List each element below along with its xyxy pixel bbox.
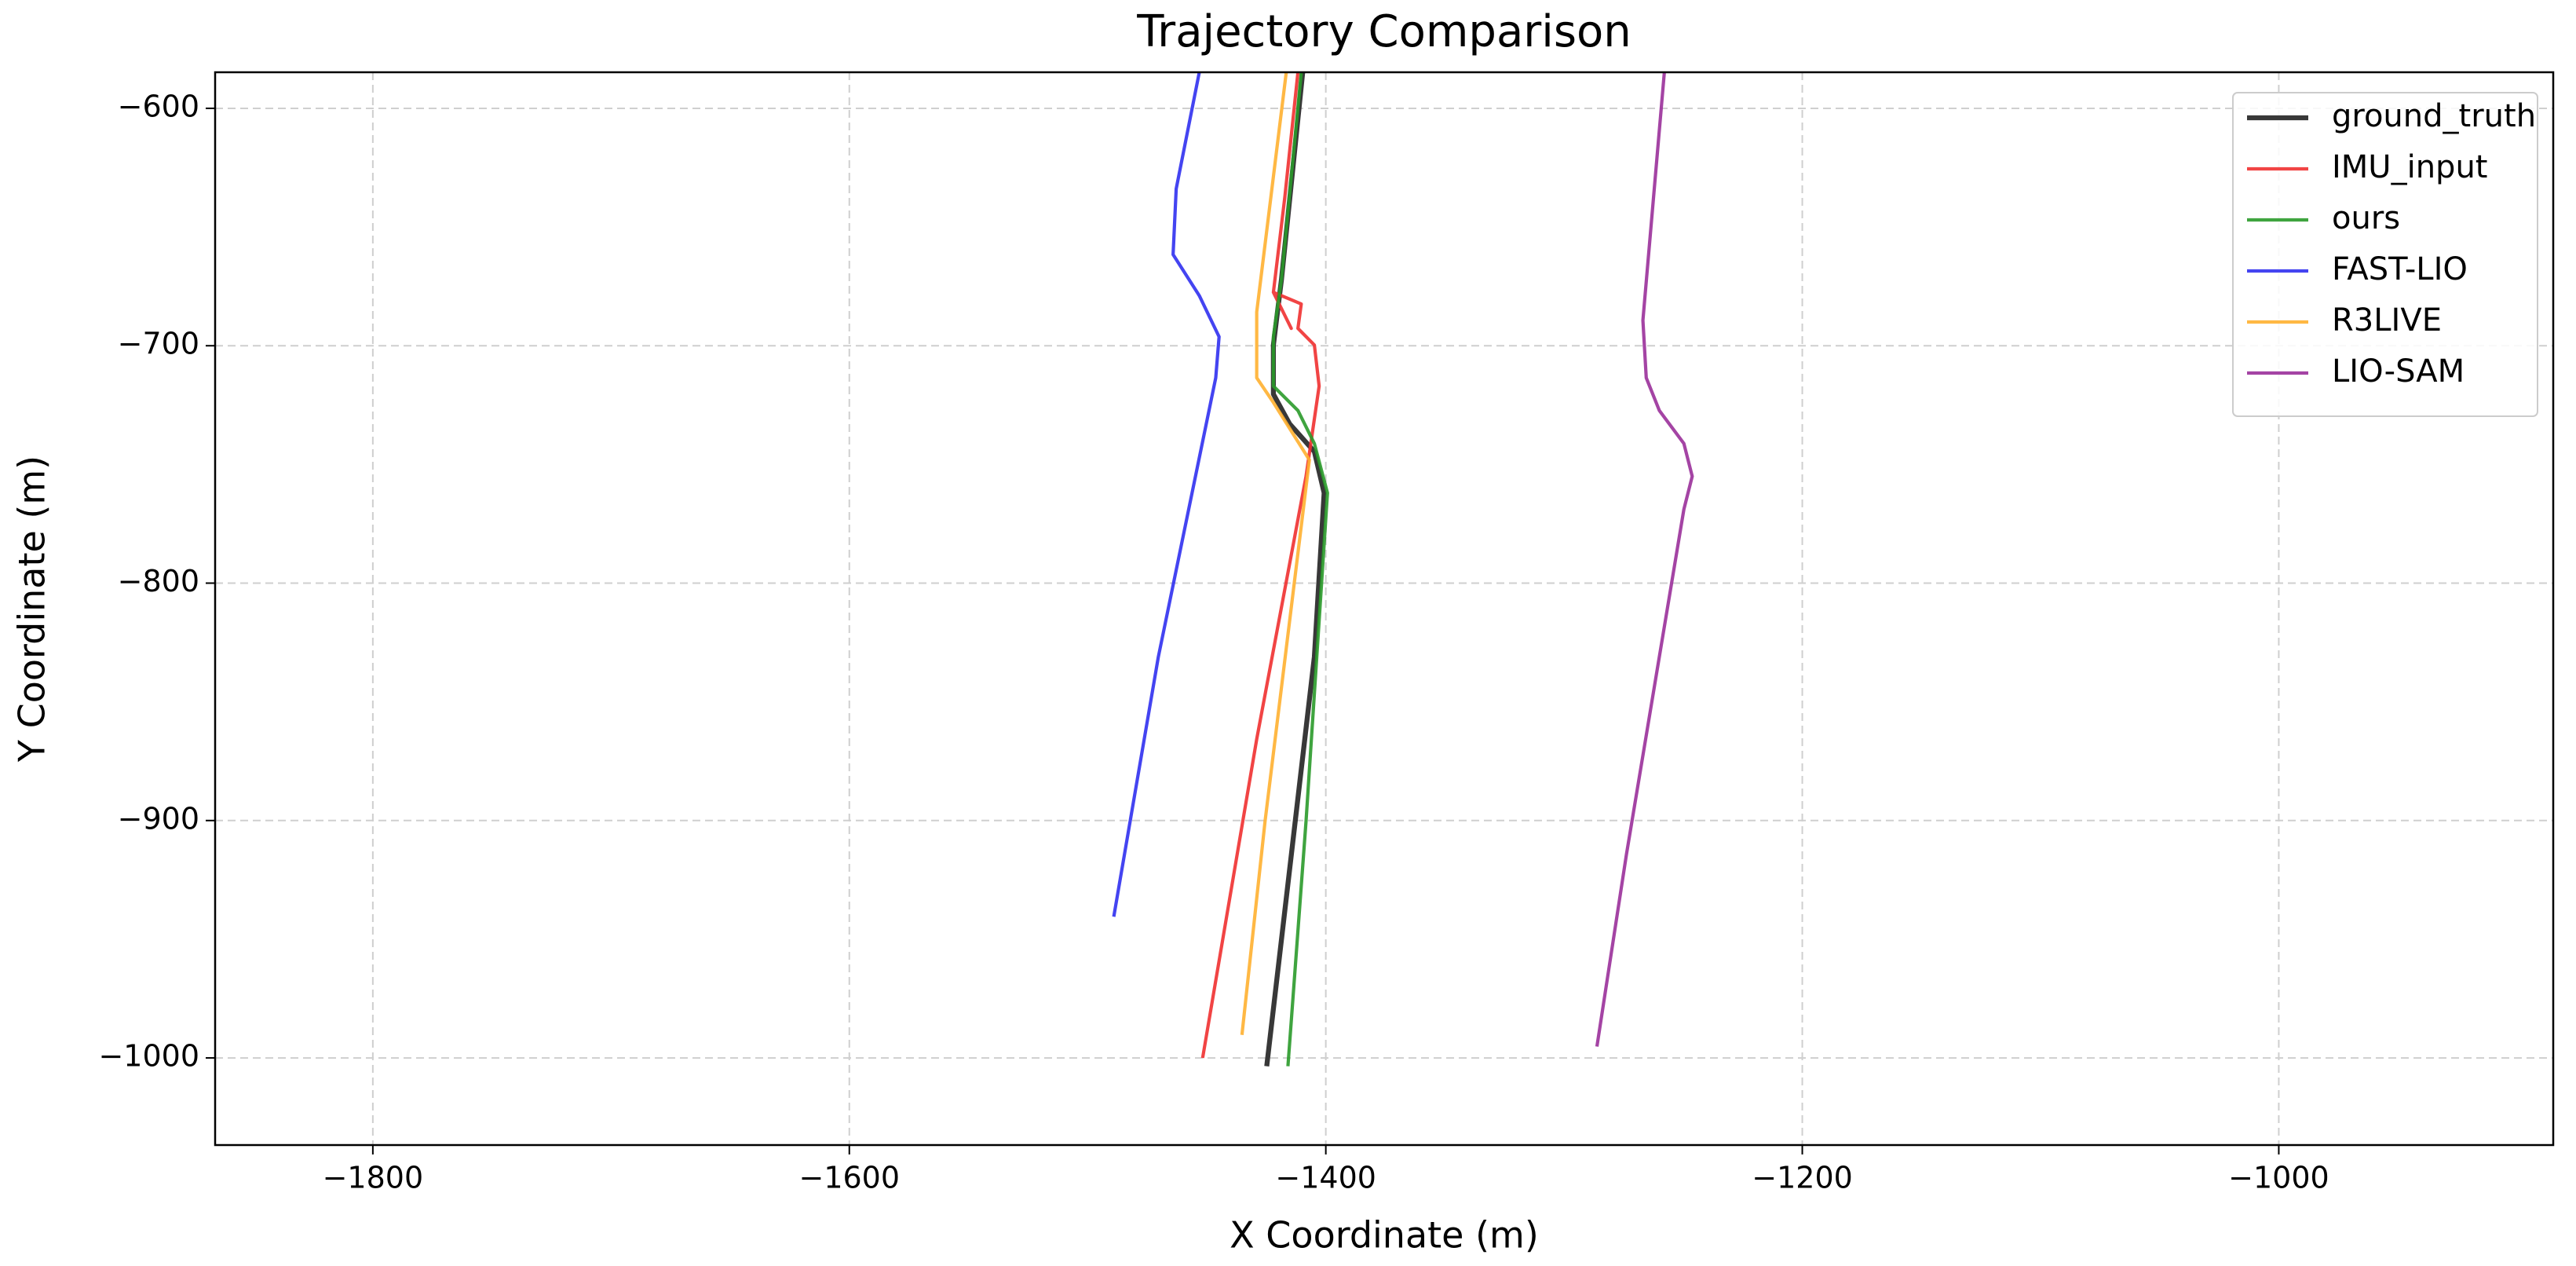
y-tick-label: −700 — [118, 327, 199, 361]
trajectory-line — [1200, 72, 1321, 1059]
legend-label: IMU_input — [2332, 149, 2487, 185]
legend-label: FAST-LIO — [2332, 251, 2468, 287]
x-tick-label: −1000 — [2228, 1161, 2329, 1195]
grid — [215, 72, 2553, 1145]
y-tick-label: −1000 — [98, 1039, 199, 1074]
x-tick-label: −1800 — [323, 1161, 424, 1195]
trajectory-line — [1271, 72, 1329, 1067]
x-tick-label: −1400 — [1275, 1161, 1376, 1195]
trajectory-line — [1240, 72, 1311, 1035]
plot-frame — [214, 71, 2555, 1147]
x-tick-label: −1600 — [798, 1161, 900, 1195]
trajectory-line — [1112, 72, 1221, 917]
legend-label: ground_truth — [2332, 98, 2536, 134]
legend-label: LIO-SAM — [2332, 353, 2465, 390]
legend-frame — [2232, 92, 2538, 417]
x-tick-label: −1200 — [1752, 1161, 1853, 1195]
chart-title: Trajectory Comparison — [1136, 6, 1631, 57]
legend-label: R3LIVE — [2332, 302, 2442, 338]
trajectory-line — [1595, 72, 1694, 1047]
x-axis-label: X Coordinate (m) — [1230, 1214, 1539, 1257]
y-tick-label: −800 — [118, 564, 199, 598]
legend-label: ours — [2332, 200, 2400, 236]
y-tick-label: −900 — [118, 801, 199, 836]
plot-lines — [1112, 72, 1694, 1067]
y-tick-label: −600 — [118, 89, 199, 123]
y-axis-label: Y Coordinate (m) — [11, 456, 53, 763]
